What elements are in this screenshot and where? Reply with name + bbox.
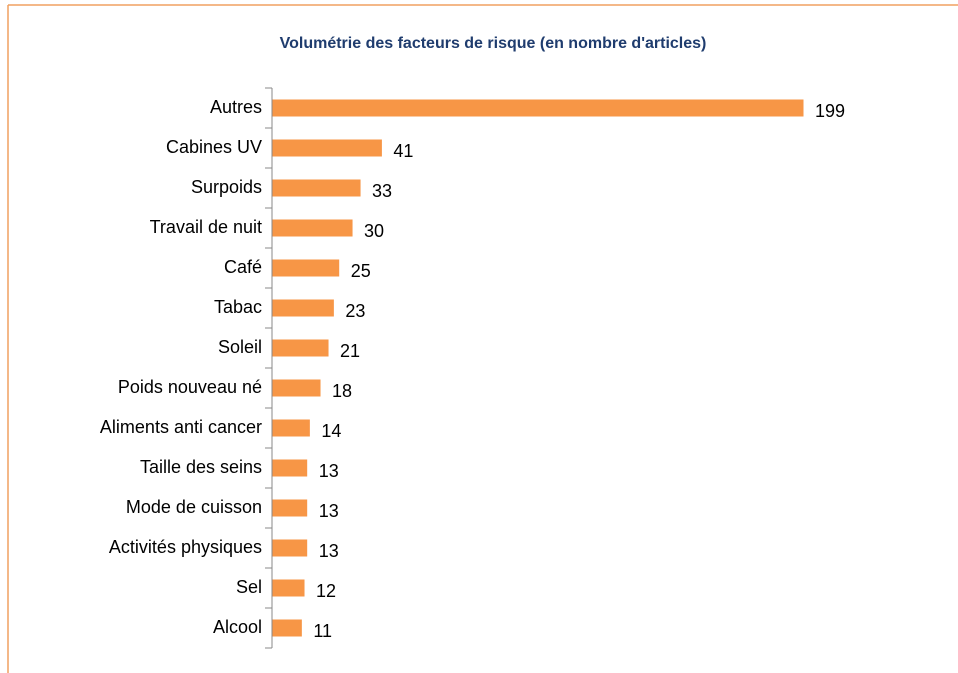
bar: [272, 459, 308, 477]
data-label: 21: [340, 341, 360, 361]
bar: [272, 419, 310, 437]
category-label: Poids nouveau né: [118, 377, 262, 397]
category-label: Soleil: [218, 337, 262, 357]
category-label: Travail de nuit: [150, 217, 262, 237]
data-label: 199: [815, 101, 845, 121]
category-label: Surpoids: [191, 177, 262, 197]
data-label: 14: [321, 421, 341, 441]
data-label: 12: [316, 581, 336, 601]
category-label: Cabines UV: [166, 137, 262, 157]
category-label: Aliments anti cancer: [100, 417, 262, 437]
bar: [272, 339, 329, 357]
bar: [272, 539, 308, 557]
chart-title: Volumétrie des facteurs de risque (en no…: [280, 35, 707, 52]
bar: [272, 619, 302, 637]
category-label: Sel: [236, 577, 262, 597]
bar: [272, 99, 804, 117]
bar: [272, 299, 334, 317]
category-label: Activités physiques: [109, 537, 262, 557]
bar: [272, 179, 361, 197]
category-label: Taille des seins: [140, 457, 262, 477]
category-label: Tabac: [214, 297, 262, 317]
data-label: 25: [351, 261, 371, 281]
data-label: 41: [393, 141, 413, 161]
data-label: 23: [345, 301, 365, 321]
data-label: 11: [313, 621, 332, 641]
data-label: 13: [319, 541, 339, 561]
bar: [272, 259, 340, 277]
bar: [272, 379, 321, 397]
data-label: 13: [319, 501, 339, 521]
category-label: Mode de cuisson: [126, 497, 262, 517]
data-label: 13: [319, 461, 339, 481]
category-label: Café: [224, 257, 262, 277]
category-label: Alcool: [213, 617, 262, 637]
data-label: 18: [332, 381, 352, 401]
bar: [272, 579, 305, 597]
bar: [272, 499, 308, 517]
category-label: Autres: [210, 97, 262, 117]
bar: [272, 139, 382, 157]
data-label: 30: [364, 221, 384, 241]
data-label: 33: [372, 181, 392, 201]
bar: [272, 219, 353, 237]
